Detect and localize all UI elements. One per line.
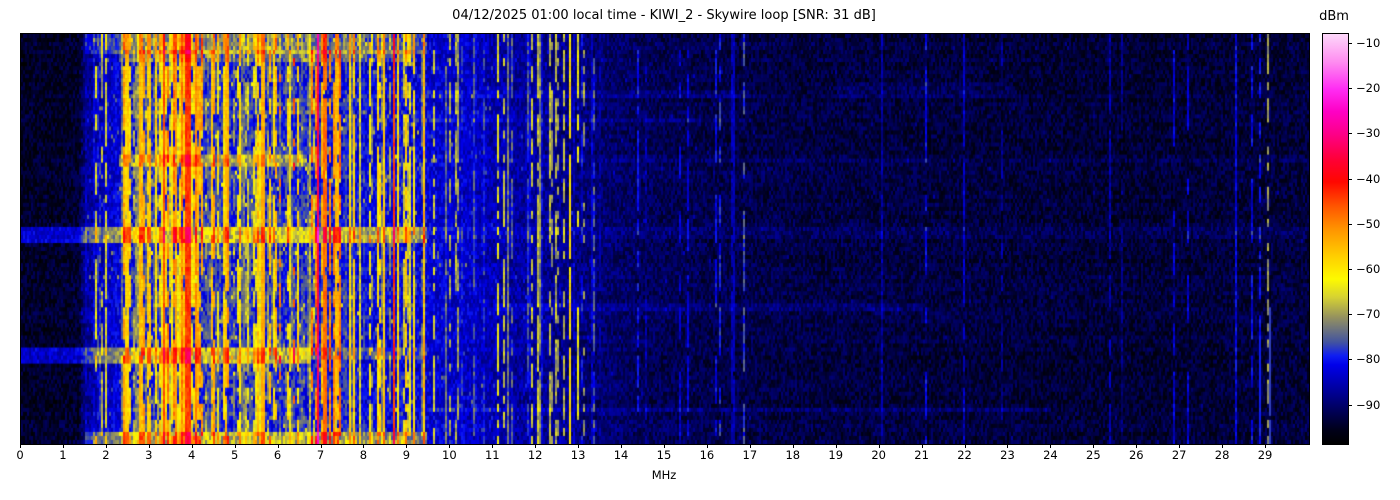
x-tick-label: 2	[102, 448, 110, 462]
colorbar-tick-label: −60	[1356, 261, 1381, 276]
x-tick-mark	[20, 444, 21, 448]
x-tick-label: 13	[570, 448, 586, 462]
x-tick-mark	[1007, 444, 1009, 448]
x-tick-label: 8	[359, 448, 368, 462]
x-tick-label: 24	[1043, 448, 1058, 462]
x-tick-mark	[62, 444, 64, 448]
x-tick-mark	[749, 444, 751, 448]
x-tick-mark	[706, 444, 708, 448]
x-tick-mark	[964, 444, 966, 448]
x-tick-mark	[406, 444, 408, 448]
x-tick-label: 3	[145, 448, 153, 462]
x-tick-mark	[878, 444, 880, 448]
colorbar-tick-label: −70	[1356, 307, 1381, 322]
x-tick-mark	[105, 444, 107, 448]
x-tick-label: 15	[656, 448, 672, 462]
colorbar-tick-label: −40	[1356, 171, 1381, 186]
colorbar-tick-mark	[1348, 178, 1352, 180]
x-tick-mark	[1050, 444, 1052, 448]
colorbar-tick-label: −30	[1356, 126, 1381, 141]
x-tick-mark	[449, 444, 451, 448]
x-tick-label: 27	[1171, 448, 1187, 462]
colorbar-gradient	[1322, 33, 1349, 445]
x-tick-label: 25	[1086, 448, 1101, 462]
colorbar-tick-label: −80	[1356, 352, 1381, 367]
colorbar-tick-label: −50	[1356, 216, 1381, 231]
x-tick-label: 11	[484, 448, 500, 462]
x-tick-mark	[492, 444, 494, 448]
x-tick-mark	[1136, 444, 1138, 448]
colorbar-tick-mark	[1348, 133, 1352, 135]
x-tick-mark	[320, 444, 322, 448]
x-tick-label: 29	[1257, 448, 1273, 462]
colorbar-tick-mark	[1348, 268, 1352, 270]
x-tick-label: 1	[59, 448, 67, 462]
x-tick-mark	[664, 444, 665, 448]
x-tick-mark	[1222, 444, 1224, 448]
colorbar-tick-label: −90	[1356, 397, 1381, 412]
x-axis-label: MHz	[651, 468, 677, 482]
x-tick-label: 18	[785, 448, 801, 462]
colorbar-tick-mark	[1348, 42, 1352, 44]
colorbar-tick-label: −20	[1356, 81, 1381, 96]
x-tick-mark	[578, 444, 580, 448]
x-tick-label: 23	[1000, 448, 1015, 462]
plot-area	[20, 33, 1310, 445]
x-tick-mark	[1265, 444, 1267, 448]
x-tick-mark	[148, 444, 150, 448]
x-tick-label: 7	[316, 448, 325, 462]
x-tick-mark	[234, 444, 236, 448]
x-tick-label: 9	[402, 448, 411, 462]
colorbar-tick-mark	[1348, 314, 1352, 316]
colorbar-tick-mark	[1348, 88, 1352, 90]
x-tick-label: 5	[230, 448, 239, 462]
x-tick-mark	[921, 444, 923, 448]
x-tick-mark	[277, 444, 279, 448]
x-tick-label: 4	[188, 448, 196, 462]
x-tick-mark	[1093, 444, 1095, 448]
x-tick-label: 16	[699, 448, 715, 462]
x-tick-mark	[363, 444, 365, 448]
x-tick-label: 12	[527, 448, 543, 462]
x-tick-mark	[1179, 444, 1181, 448]
x-tick-label: 26	[1128, 448, 1144, 462]
x-tick-label: 19	[828, 448, 844, 462]
x-tick-label: 10	[442, 448, 457, 462]
x-tick-label: 21	[914, 448, 929, 462]
spectrogram-heatmap	[21, 34, 1309, 444]
x-tick-label: 22	[957, 448, 972, 462]
colorbar-tick-mark	[1348, 359, 1352, 361]
colorbar-tick-label: −10	[1356, 35, 1381, 50]
colorbar-unit-label: dBm	[1319, 9, 1349, 24]
colorbar-tick-mark	[1348, 404, 1352, 406]
x-tick-label: 17	[742, 448, 758, 462]
x-tick-mark	[835, 444, 837, 448]
x-tick-label: 14	[613, 448, 629, 462]
x-tick-label: 6	[273, 448, 282, 462]
colorbar-tick-mark	[1348, 223, 1352, 225]
x-tick-mark	[792, 444, 794, 448]
x-tick-label: 0	[16, 448, 24, 462]
x-tick-mark	[535, 444, 537, 448]
x-tick-label: 20	[871, 448, 886, 462]
x-tick-mark	[191, 444, 193, 448]
x-tick-label: 28	[1214, 448, 1230, 462]
chart-title: 04/12/2025 01:00 local time - KIWI_2 - S…	[452, 8, 876, 23]
x-tick-mark	[621, 444, 623, 448]
